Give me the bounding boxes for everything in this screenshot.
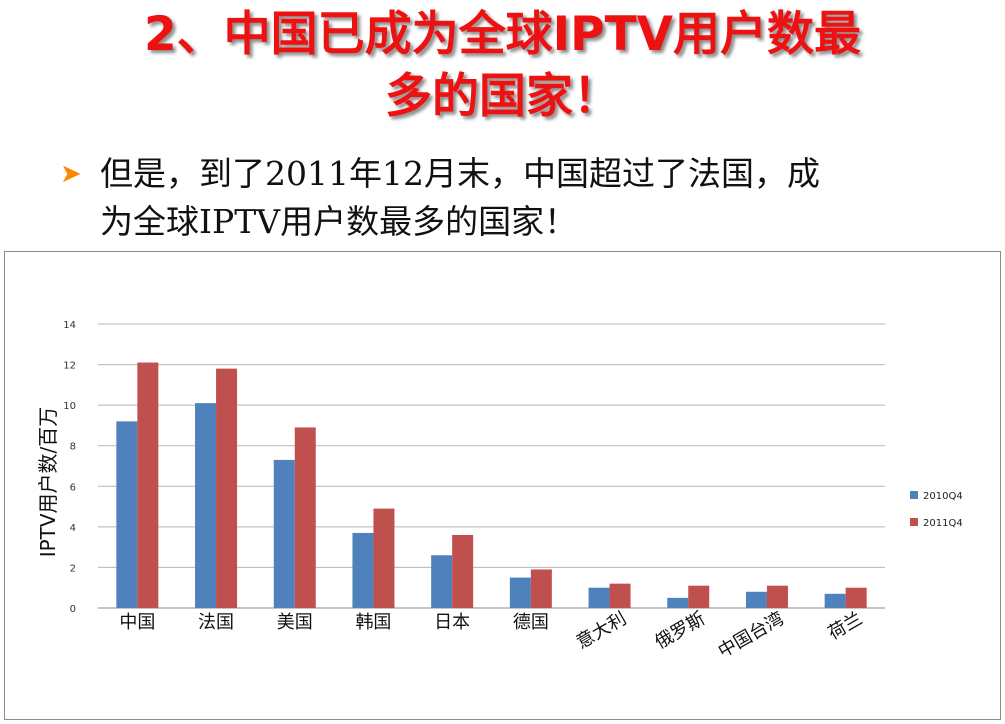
x-category-labels: 中国 法国 美国 韩国 日本 德国 意大利 俄罗斯 中国台湾 荷兰: [119, 608, 866, 662]
slide-title-line-2: 多的国家！: [385, 69, 620, 124]
bar-2011Q4-中国: [137, 362, 159, 608]
bar-2011Q4-法国: [216, 368, 238, 608]
bar-2010Q4-中国台湾: [745, 591, 767, 608]
bar-2011Q4-德国: [530, 569, 552, 608]
x-category-label: 日本: [434, 612, 470, 633]
x-category-label: 中国台湾: [715, 608, 788, 662]
y-tick-label: 12: [63, 361, 76, 372]
bar-2010Q4-韩国: [352, 532, 374, 608]
bar-2011Q4-荷兰: [845, 587, 867, 608]
legend-label: 2011Q4: [923, 518, 963, 529]
y-tick-label: 0: [70, 604, 76, 615]
bar-2010Q4-法国: [195, 403, 217, 608]
x-category-label: 意大利: [573, 608, 630, 653]
bullet-line-2: 为全球IPTV用户数最多的国家！: [100, 202, 578, 241]
arrow-bullet-icon: ➤: [60, 159, 82, 189]
y-tick-label: 2: [70, 563, 76, 574]
bar-2011Q4-中国台湾: [766, 585, 788, 608]
legend-swatch: [910, 491, 918, 499]
x-category-label: 俄罗斯: [651, 608, 708, 653]
y-tick-label: 14: [63, 320, 76, 331]
x-category-label: 法国: [198, 612, 234, 633]
bars: [116, 362, 867, 608]
x-category-label: 美国: [277, 612, 313, 633]
bar-2010Q4-美国: [273, 459, 295, 608]
x-category-label: 德国: [513, 612, 549, 633]
bar-2011Q4-韩国: [373, 508, 395, 608]
bar-2011Q4-美国: [294, 427, 316, 608]
x-category-label: 韩国: [355, 612, 391, 633]
bar-2010Q4-俄罗斯: [667, 597, 689, 608]
bar-2010Q4-德国: [509, 577, 531, 608]
legend-swatch: [910, 518, 918, 526]
y-axis-label: IPTV用户数/百万: [36, 407, 60, 558]
bar-2010Q4-荷兰: [824, 593, 846, 608]
bullet-line-1: 但是，到了2011年12月末，中国超过了法国，成: [100, 154, 820, 193]
x-category-label: 荷兰: [824, 608, 866, 644]
y-tick-label: 6: [70, 482, 76, 493]
bar-2010Q4-意大利: [588, 587, 610, 608]
bar-2011Q4-俄罗斯: [688, 585, 710, 608]
bar-2011Q4-日本: [452, 534, 474, 608]
y-tick-labels: 0 2 4 6 8 10 12 14: [63, 320, 76, 615]
slide-title-line-1: 2、中国已成为全球IPTV用户数最: [143, 7, 862, 62]
x-category-label: 中国: [119, 612, 155, 633]
bar-chart: 0 2 4 6 8 10 12 14 中国 法国 美国 韩国 日本 德国 意大利 俄罗斯 中国台湾 荷兰 201…: [36, 320, 963, 662]
y-tick-label: 10: [63, 401, 76, 412]
chart-container: 0 2 4 6 8 10 12 14 中国 法国 美国 韩国 日本 德国 意大利 俄罗斯 中国台湾 荷兰 201…: [4, 251, 1001, 720]
legend-label: 2010Q4: [923, 491, 963, 502]
y-tick-label: 4: [70, 523, 76, 534]
y-tick-label: 8: [70, 442, 76, 453]
bar-2010Q4-中国: [116, 421, 138, 608]
bullet-point: ➤ 但是，到了2011年12月末，中国超过了法国，成 为全球IPTV用户数最多的…: [60, 150, 962, 246]
legend: 2010Q4 2011Q4: [910, 491, 963, 529]
bar-2011Q4-意大利: [609, 583, 631, 608]
bar-2010Q4-日本: [431, 555, 453, 608]
slide-title: 2、中国已成为全球IPTV用户数最 多的国家！: [0, 4, 1005, 128]
